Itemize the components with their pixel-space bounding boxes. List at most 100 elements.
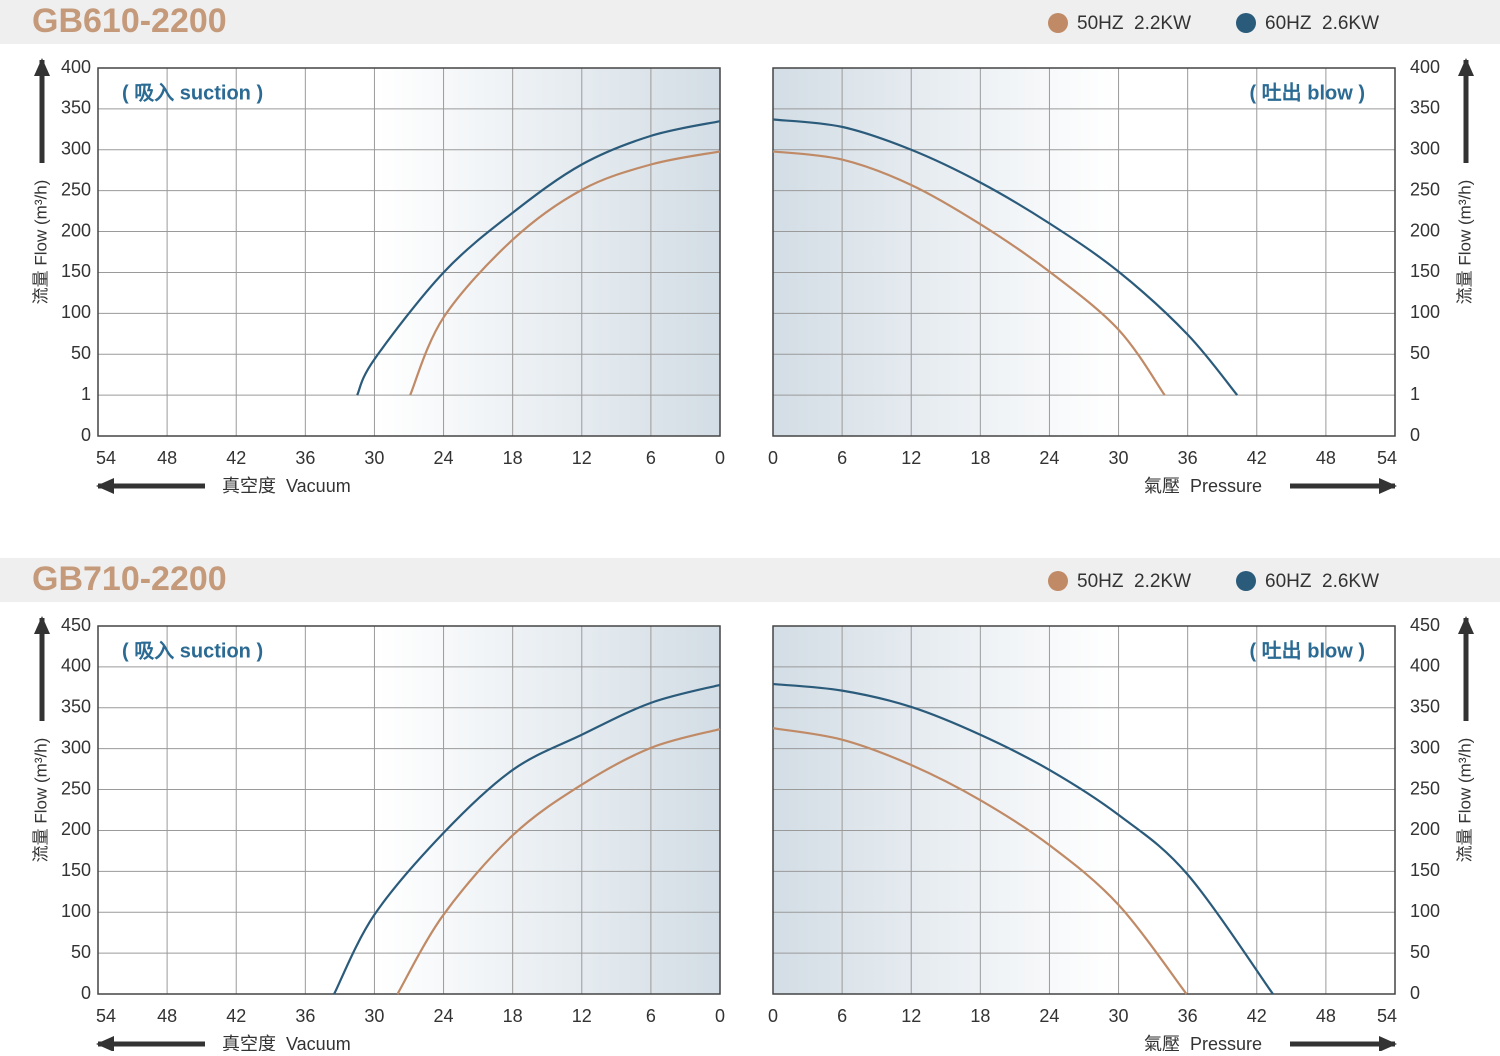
x-tick-label: 18 [970, 1006, 990, 1026]
plot-frame [772, 625, 1396, 995]
x-tick-label: 30 [1109, 448, 1129, 468]
y-tick-label: 400 [61, 656, 91, 676]
y-axis-label: 流量 Flow (m³/h) [1455, 738, 1474, 863]
flow-curve [396, 727, 721, 995]
x-tick-label: 12 [572, 1006, 592, 1026]
x-tick-label: 24 [1039, 1006, 1059, 1026]
y-tick-label: 0 [81, 983, 91, 1003]
y-tick-label: 100 [1410, 302, 1440, 322]
y-tick-label: 150 [61, 860, 91, 880]
y-tick-label: 350 [61, 98, 91, 118]
x-tick-label: 0 [768, 1006, 778, 1026]
x-tick-label: 6 [646, 448, 656, 468]
flow-curve [772, 682, 1274, 995]
y-tick-label: 50 [71, 343, 91, 363]
x-tick-label: 42 [1247, 1006, 1267, 1026]
x-tick-label: 48 [157, 448, 177, 468]
x-tick-label: 54 [96, 1006, 116, 1026]
x-tick-label: 6 [837, 1006, 847, 1026]
chart-title: GB610-2200 [32, 2, 227, 40]
x-axis-label: 真空度 Vacuum [222, 1034, 351, 1051]
axis-arrow-head [34, 616, 50, 634]
legend-label: 60HZ 2.6KW [1265, 571, 1379, 592]
x-tick-label: 42 [226, 448, 246, 468]
y-tick-label: 100 [1410, 901, 1440, 921]
y-tick-label: 150 [1410, 860, 1440, 880]
flow-curve [356, 120, 721, 396]
y-tick-label: 250 [61, 778, 91, 798]
x-tick-label: 54 [1377, 448, 1397, 468]
x-tick-label: 36 [1178, 1006, 1198, 1026]
x-tick-label: 54 [1377, 1006, 1397, 1026]
plot-background [98, 626, 720, 994]
y-tick-label: 100 [61, 901, 91, 921]
x-tick-label: 12 [572, 448, 592, 468]
x-tick-label: 0 [715, 1006, 725, 1026]
y-tick-label: 300 [1410, 737, 1440, 757]
x-tick-label: 42 [1247, 448, 1267, 468]
y-tick-label: 150 [61, 261, 91, 281]
plot-frame [772, 67, 1396, 437]
x-tick-label: 12 [901, 448, 921, 468]
legend-swatch [1048, 571, 1068, 591]
y-tick-label: 450 [61, 615, 91, 635]
y-tick-label: 200 [61, 819, 91, 839]
flow-curve [409, 150, 721, 396]
x-tick-label: 0 [715, 448, 725, 468]
y-tick-label: 150 [1410, 261, 1440, 281]
x-axis-label: 氣壓 Pressure [1144, 476, 1262, 496]
x-axis-label: 真空度 Vacuum [222, 476, 351, 496]
chart-title: GB710-2200 [32, 560, 227, 598]
y-tick-label: 400 [1410, 656, 1440, 676]
y-tick-label: 250 [1410, 778, 1440, 798]
y-axis-label: 流量 Flow (m³/h) [31, 738, 50, 863]
y-tick-label: 0 [1410, 983, 1420, 1003]
y-axis-label: 流量 Flow (m³/h) [31, 180, 50, 305]
legend-swatch [1048, 13, 1068, 33]
x-tick-label: 24 [434, 448, 454, 468]
x-tick-label: 48 [1316, 1006, 1336, 1026]
x-tick-label: 48 [157, 1006, 177, 1026]
plot-frame [97, 67, 721, 437]
plot-background [773, 68, 1395, 436]
panel-annotation: ( 吸入 suction ) [122, 81, 263, 104]
legend-label: 50HZ 2.2KW [1077, 571, 1191, 592]
plot-frame [97, 625, 721, 995]
y-tick-label: 50 [1410, 343, 1430, 363]
y-tick-label: 200 [61, 220, 91, 240]
y-tick-label: 100 [61, 302, 91, 322]
y-tick-label: 250 [61, 179, 91, 199]
flow-curve [772, 118, 1239, 396]
axis-arrow-head [96, 1036, 114, 1052]
y-tick-label: 50 [71, 942, 91, 962]
panel-annotation: ( 吐出 blow ) [1249, 639, 1365, 662]
y-tick-label: 400 [1410, 57, 1440, 77]
legend-label: 60HZ 2.6KW [1265, 13, 1379, 34]
axis-arrow-head [1379, 1036, 1397, 1052]
x-tick-label: 18 [503, 448, 523, 468]
y-tick-label: 1 [81, 384, 91, 404]
y-tick-label: 200 [1410, 220, 1440, 240]
y-tick-label: 400 [61, 57, 91, 77]
x-tick-label: 24 [434, 1006, 454, 1026]
plot-background [773, 626, 1395, 994]
axis-arrow-head [34, 58, 50, 76]
x-tick-label: 6 [837, 448, 847, 468]
x-tick-label: 12 [901, 1006, 921, 1026]
x-tick-label: 0 [768, 448, 778, 468]
x-tick-label: 48 [1316, 448, 1336, 468]
y-tick-label: 1 [1410, 384, 1420, 404]
flow-curve [772, 727, 1188, 995]
x-tick-label: 30 [364, 1006, 384, 1026]
flow-curve [772, 150, 1166, 396]
y-tick-label: 50 [1410, 942, 1430, 962]
legend-swatch [1236, 13, 1256, 33]
x-tick-label: 24 [1039, 448, 1059, 468]
flow-curve [333, 683, 721, 995]
y-tick-label: 350 [1410, 98, 1440, 118]
y-tick-label: 300 [61, 139, 91, 159]
x-tick-label: 30 [1109, 1006, 1129, 1026]
x-tick-label: 42 [226, 1006, 246, 1026]
